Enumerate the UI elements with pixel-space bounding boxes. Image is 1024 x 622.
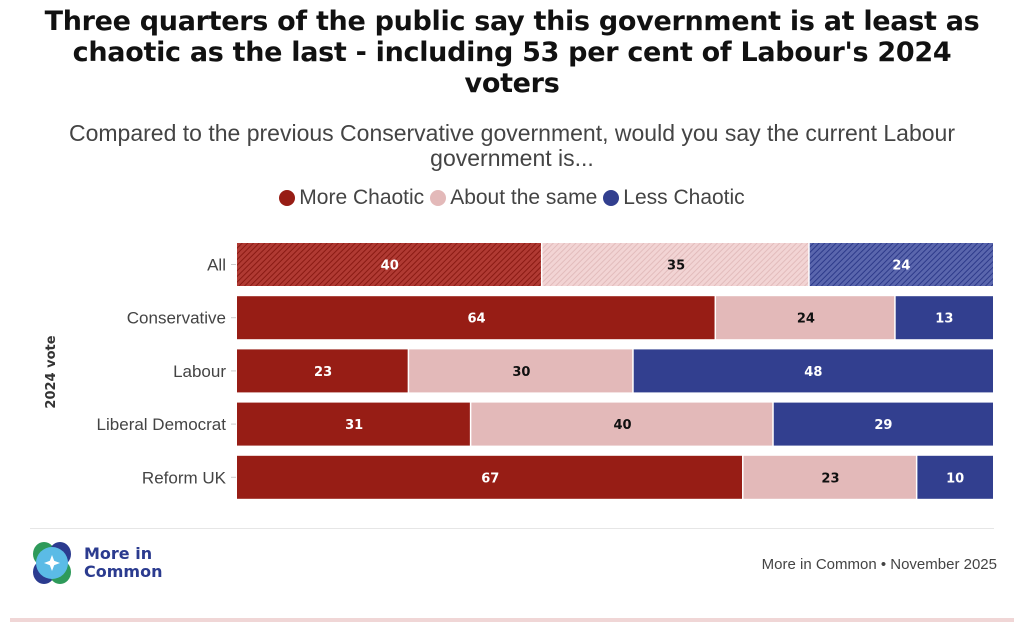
data-label-conservative-about-the-same: 24 (797, 312, 815, 327)
data-label-liberal-democrat-less-chaotic: 29 (874, 418, 892, 433)
bar-reform-uk-more-chaotic (237, 455, 743, 499)
stacked-bar-chart: 2024 vote All 40 35 24 Conservative 64 24 13 Lab… (44, 243, 993, 499)
legend-item-more-chaotic: More Chaotic (279, 186, 424, 210)
y-axis-title: 2024 vote (44, 335, 59, 408)
bar-liberal-democrat-about-the-same (471, 402, 773, 446)
logo-line-1: More in (84, 544, 153, 563)
source-note: More in Common • November 2025 (761, 556, 997, 573)
bar-reform-uk-less-chaotic (917, 455, 993, 499)
data-label-reform-uk-about-the-same: 23 (821, 471, 839, 486)
data-label-labour-more-chaotic: 23 (314, 365, 332, 380)
logo-mark-icon (33, 542, 71, 584)
legend-swatch-more-chaotic (279, 190, 296, 206)
bar-conservative-less-chaotic (895, 296, 993, 340)
bar-conservative-about-the-same (716, 296, 895, 340)
bottom-band (10, 618, 1014, 622)
data-label-labour-less-chaotic: 48 (804, 365, 822, 380)
logo-wordmark: More in Common (84, 545, 162, 581)
data-label-conservative-more-chaotic: 64 (467, 312, 485, 327)
data-label-liberal-democrat-more-chaotic: 31 (345, 418, 363, 433)
legend-item-less-chaotic: Less Chaotic (603, 186, 745, 210)
legend-label-more-chaotic: More Chaotic (299, 186, 425, 209)
bar-reform-uk-about-the-same (743, 455, 916, 499)
logo-line-2: Common (84, 562, 163, 581)
more-in-common-logo: More in Common (30, 541, 162, 585)
data-label-conservative-less-chaotic: 13 (935, 312, 953, 327)
category-label-liberal-democrat: Liberal Democrat (97, 415, 227, 434)
legend-swatch-about-the-same (430, 190, 447, 206)
data-label-all-less-chaotic: 24 (892, 259, 910, 274)
chart-title: Three quarters of the public say this go… (44, 6, 980, 99)
bar-labour-less-chaotic (633, 349, 993, 393)
bar-liberal-democrat-more-chaotic (237, 402, 470, 446)
chart-subtitle: Compared to the previous Conservative go… (69, 120, 955, 171)
category-label-labour: Labour (173, 362, 226, 381)
data-label-reform-uk-more-chaotic: 67 (481, 471, 499, 486)
bar-all-more-chaotic (237, 243, 541, 286)
legend-label-less-chaotic: Less Chaotic (623, 186, 745, 209)
category-label-all: All (207, 256, 226, 275)
data-label-liberal-democrat-about-the-same: 40 (614, 418, 632, 433)
bar-liberal-democrat-less-chaotic (773, 402, 993, 446)
data-label-all-about-the-same: 35 (667, 259, 685, 274)
legend-swatch-less-chaotic (603, 190, 620, 206)
data-label-all-more-chaotic: 40 (381, 259, 399, 274)
legend: More Chaotic About the same Less Chaotic (0, 186, 1024, 210)
data-label-reform-uk-less-chaotic: 10 (946, 471, 964, 486)
bar-all-about-the-same (542, 243, 809, 286)
bar-labour-more-chaotic (237, 349, 408, 393)
category-label-conservative: Conservative (127, 309, 226, 328)
legend-item-about-the-same: About the same (430, 186, 597, 210)
legend-label-about-the-same: About the same (450, 186, 598, 209)
category-label-reform-uk: Reform UK (142, 468, 227, 487)
bar-conservative-more-chaotic (237, 296, 715, 340)
footer-divider (30, 528, 994, 529)
bar-all-less-chaotic (809, 243, 993, 286)
bar-labour-about-the-same (409, 349, 633, 393)
data-label-labour-about-the-same: 30 (512, 365, 530, 380)
